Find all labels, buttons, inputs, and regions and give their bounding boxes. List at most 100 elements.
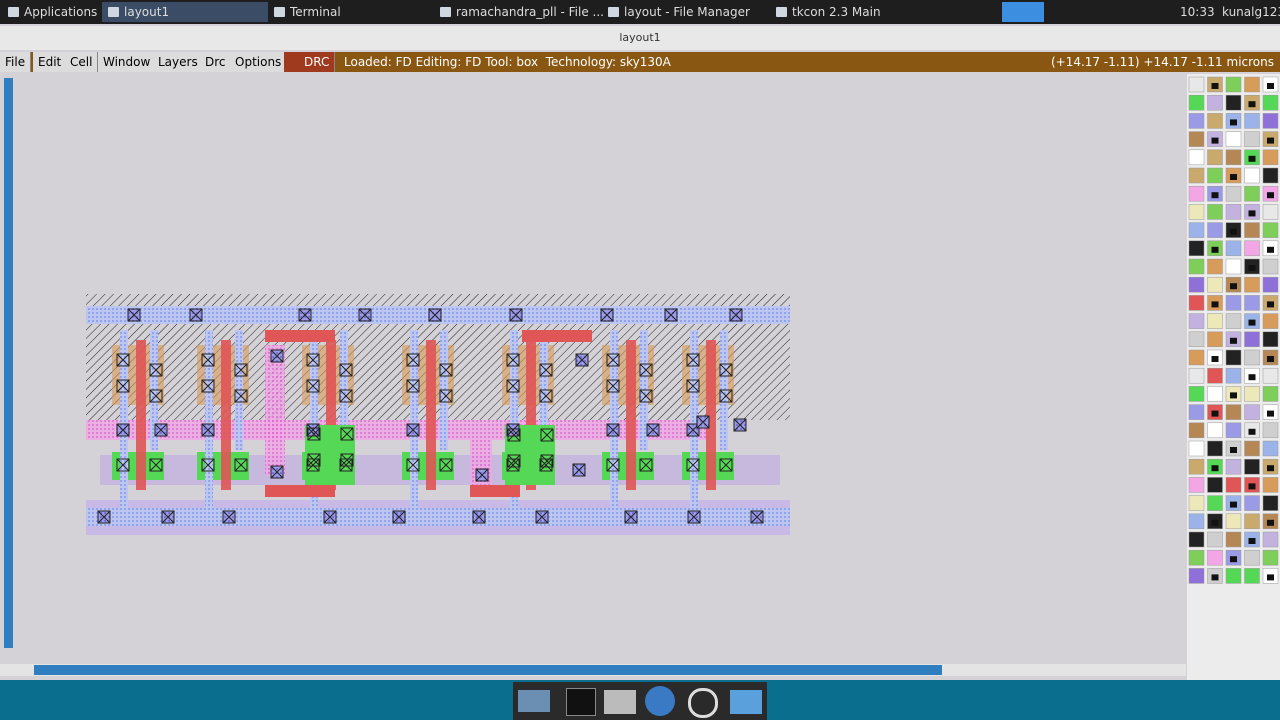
layer-swatch[interactable] <box>1188 313 1205 329</box>
layer-swatch[interactable] <box>1262 276 1279 293</box>
layer-swatch[interactable] <box>1225 204 1242 220</box>
layer-swatch[interactable] <box>1244 222 1260 238</box>
layer-swatch[interactable] <box>1244 240 1260 257</box>
layer-swatch[interactable] <box>1207 386 1223 402</box>
layer-swatch[interactable] <box>1225 513 1242 530</box>
layer-swatch[interactable] <box>1188 531 1205 548</box>
layer-swatch[interactable] <box>1244 513 1260 530</box>
layer-swatch[interactable] <box>1262 222 1279 238</box>
layer-swatch[interactable] <box>1225 404 1242 420</box>
app-icon[interactable] <box>604 690 636 714</box>
layer-swatch[interactable] <box>1262 149 1279 166</box>
layer-swatch[interactable] <box>1188 367 1205 384</box>
layer-swatch[interactable] <box>1244 495 1260 511</box>
layer-swatch[interactable] <box>1207 258 1223 275</box>
layer-swatch[interactable] <box>1244 568 1260 584</box>
layer-swatch[interactable] <box>1262 313 1279 329</box>
layer-swatch[interactable] <box>1188 222 1205 238</box>
layer-swatch[interactable] <box>1225 477 1242 493</box>
layer-swatch[interactable] <box>1207 204 1223 220</box>
layer-swatch[interactable] <box>1262 495 1279 511</box>
layer-swatch[interactable] <box>1225 568 1242 584</box>
layer-swatch[interactable] <box>1207 495 1223 511</box>
layer-swatch[interactable] <box>1188 240 1205 257</box>
layer-swatch[interactable] <box>1188 349 1205 366</box>
layer-swatch[interactable] <box>1188 422 1205 439</box>
layer-swatch[interactable] <box>1207 222 1223 238</box>
layer-swatch[interactable] <box>1262 94 1279 111</box>
layer-swatch[interactable] <box>1207 167 1223 184</box>
layer-swatch[interactable] <box>1262 422 1279 439</box>
layer-swatch[interactable] <box>1188 331 1205 348</box>
layer-swatch[interactable] <box>1225 131 1242 147</box>
layer-swatch[interactable] <box>1188 149 1205 166</box>
layer-swatch[interactable] <box>1262 440 1279 457</box>
layer-swatch[interactable] <box>1207 331 1223 348</box>
layer-swatch[interactable] <box>1262 549 1279 566</box>
layer-swatch[interactable] <box>1188 131 1205 147</box>
layer-swatch[interactable] <box>1262 113 1279 129</box>
layer-swatch[interactable] <box>1188 458 1205 475</box>
layer-swatch[interactable] <box>1244 76 1260 93</box>
layer-swatch[interactable] <box>1188 404 1205 420</box>
layer-swatch[interactable] <box>1188 295 1205 311</box>
layer-swatch[interactable] <box>1225 422 1242 439</box>
layer-swatch[interactable] <box>1207 313 1223 329</box>
menu-item[interactable]: Options <box>230 52 288 72</box>
layer-swatch[interactable] <box>1244 131 1260 147</box>
layer-swatch[interactable] <box>1244 386 1260 402</box>
layer-swatch[interactable] <box>1244 185 1260 202</box>
layer-swatch[interactable] <box>1262 477 1279 493</box>
layer-swatch[interactable] <box>1225 240 1242 257</box>
layer-swatch[interactable] <box>1207 422 1223 439</box>
layer-swatch[interactable] <box>1244 458 1260 475</box>
task-button[interactable]: Terminal <box>268 2 434 22</box>
layer-swatch[interactable] <box>1262 167 1279 184</box>
layer-swatch[interactable] <box>1207 440 1223 457</box>
layer-swatch[interactable] <box>1244 440 1260 457</box>
menu-item[interactable]: Cell <box>65 52 99 72</box>
layer-swatch[interactable] <box>1262 204 1279 220</box>
layer-swatch[interactable] <box>1188 549 1205 566</box>
layer-swatch[interactable] <box>1207 276 1223 293</box>
layer-swatch[interactable] <box>1207 531 1223 548</box>
layer-swatch[interactable] <box>1244 295 1260 311</box>
layer-swatch[interactable] <box>1244 276 1260 293</box>
layer-swatch[interactable] <box>1188 167 1205 184</box>
layer-swatch[interactable] <box>1188 568 1205 584</box>
layer-swatch[interactable] <box>1225 367 1242 384</box>
layer-swatch[interactable] <box>1225 76 1242 93</box>
layer-swatch[interactable] <box>1188 113 1205 129</box>
layer-swatch[interactable] <box>1262 386 1279 402</box>
app-icon[interactable] <box>566 688 596 716</box>
layer-swatch[interactable] <box>1188 204 1205 220</box>
task-button[interactable]: layout1 <box>102 2 268 22</box>
layer-swatch[interactable] <box>1225 185 1242 202</box>
layer-swatch[interactable] <box>1244 113 1260 129</box>
task-button[interactable]: layout - File Manager <box>602 2 786 22</box>
layer-swatch[interactable] <box>1262 258 1279 275</box>
user-name[interactable]: kunalg123 <box>1222 5 1280 19</box>
layer-swatch[interactable] <box>1207 367 1223 384</box>
layer-swatch[interactable] <box>1188 386 1205 402</box>
layer-swatch[interactable] <box>1244 549 1260 566</box>
layer-swatch[interactable] <box>1225 458 1242 475</box>
layer-swatch[interactable] <box>1262 367 1279 384</box>
vertical-scrollbar[interactable] <box>4 78 13 648</box>
horizontal-scrollbar[interactable] <box>34 665 942 675</box>
layer-swatch[interactable] <box>1188 495 1205 511</box>
task-button[interactable]: tkcon 2.3 Main <box>770 2 954 22</box>
layer-swatch[interactable] <box>1244 331 1260 348</box>
layer-swatch[interactable] <box>1225 349 1242 366</box>
app-icon[interactable] <box>688 688 718 718</box>
layer-swatch[interactable] <box>1188 440 1205 457</box>
workspace-switcher[interactable] <box>1002 2 1044 22</box>
layer-swatch[interactable] <box>1244 167 1260 184</box>
layer-swatch[interactable] <box>1225 149 1242 166</box>
app-icon[interactable] <box>730 690 762 714</box>
layer-swatch[interactable] <box>1225 295 1242 311</box>
applications-menu[interactable]: Applications <box>2 2 120 22</box>
layer-swatch[interactable] <box>1207 549 1223 566</box>
layer-swatch[interactable] <box>1225 94 1242 111</box>
layer-swatch[interactable] <box>1188 513 1205 530</box>
